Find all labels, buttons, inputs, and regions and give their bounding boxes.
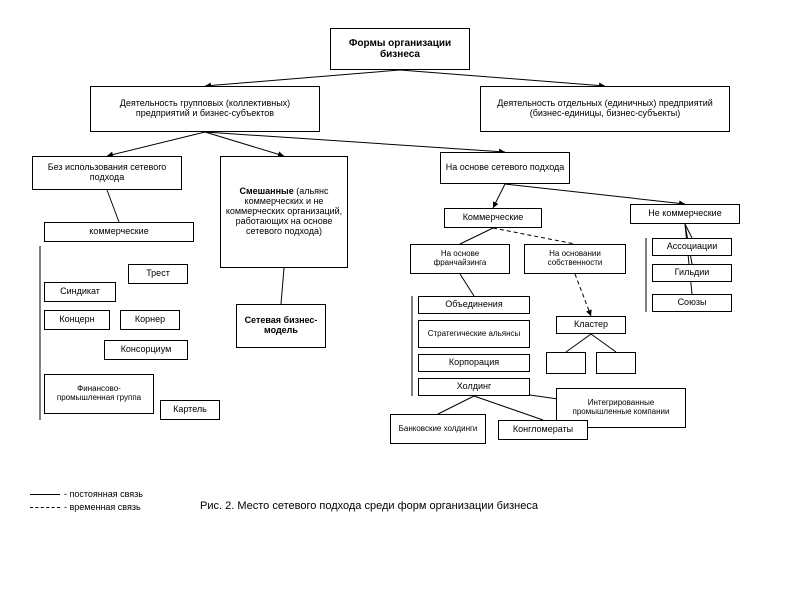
node-consort: Консорциум bbox=[104, 340, 188, 360]
node-guild: Гильдии bbox=[652, 264, 732, 282]
node-unite: Объединения bbox=[418, 296, 530, 314]
node-netmodel: Сетевая бизнес-модель bbox=[236, 304, 326, 348]
legend-solid: - постоянная связь bbox=[64, 489, 143, 499]
legend-dashed: - временная связь bbox=[64, 502, 141, 512]
node-ownbase: На основании собственности bbox=[524, 244, 626, 274]
legend: - постоянная связь - временная связь bbox=[30, 488, 143, 513]
node-comm1: коммерческие bbox=[44, 222, 194, 242]
node-holding: Холдинг bbox=[418, 378, 530, 396]
node-corp: Корпорация bbox=[418, 354, 530, 372]
node-root: Формы организации бизнеса bbox=[330, 28, 470, 70]
node-noNet: Без использования сетевого подхода bbox=[32, 156, 182, 190]
node-empty2 bbox=[596, 352, 636, 374]
node-trest: Трест bbox=[128, 264, 188, 284]
node-mixed: Смешанные (альянс коммерческих и не комм… bbox=[220, 156, 348, 268]
node-conglom: Конгломераты bbox=[498, 420, 588, 440]
node-franch: На основе франчайзинга bbox=[410, 244, 510, 274]
node-empty1 bbox=[546, 352, 586, 374]
node-onNet: На основе сетевого подхода bbox=[440, 152, 570, 184]
node-comm2: Коммерческие bbox=[444, 208, 542, 228]
node-syndic: Синдикат bbox=[44, 282, 116, 302]
node-corner: Корнер bbox=[120, 310, 180, 330]
node-assoc: Ассоциации bbox=[652, 238, 732, 256]
node-concern: Концерн bbox=[44, 310, 110, 330]
node-cluster: Кластер bbox=[556, 316, 626, 334]
node-level2b: Деятельность отдельных (единичных) предп… bbox=[480, 86, 730, 132]
node-strat: Стратегические альянсы bbox=[418, 320, 530, 348]
node-level2a: Деятельность групповых (коллективных) пр… bbox=[90, 86, 320, 132]
node-unions: Союзы bbox=[652, 294, 732, 312]
node-finprom: Финансово-промышленная группа bbox=[44, 374, 154, 414]
node-noncomm: Не коммерческие bbox=[630, 204, 740, 224]
node-bankhold: Банковские холдинги bbox=[390, 414, 486, 444]
figure-caption: Рис. 2. Место сетевого подхода среди фор… bbox=[200, 500, 538, 512]
node-cartel: Картель bbox=[160, 400, 220, 420]
